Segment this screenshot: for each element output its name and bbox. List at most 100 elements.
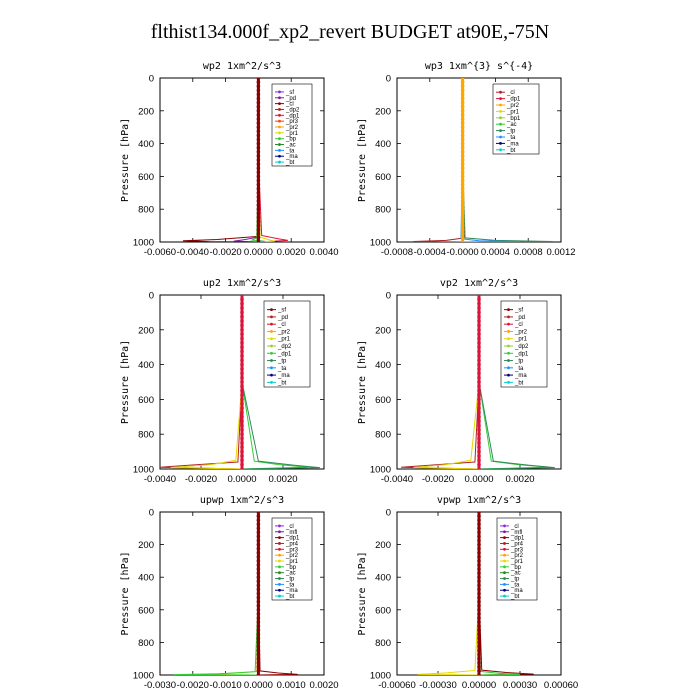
panel-title: vpwp 1xm^2/s^3	[437, 495, 521, 506]
legend-marker	[278, 154, 281, 158]
y-tick-label: 400	[138, 360, 154, 371]
profile-marker	[256, 526, 261, 531]
y-tick-label: 1000	[370, 465, 391, 476]
profile-marker	[460, 137, 465, 142]
x-tick-label: -0.0008	[381, 247, 413, 258]
legend-entry: _bp	[285, 137, 297, 143]
x-tick-label: 0.0000	[244, 247, 273, 258]
profile-marker	[240, 349, 244, 354]
profile-marker	[477, 555, 481, 559]
profile-marker	[256, 669, 261, 673]
x-tick-label: -0.0020	[209, 247, 241, 258]
legend-entry: _bt	[277, 380, 287, 386]
y-tick-label: 400	[138, 139, 154, 150]
profile-marker	[256, 100, 261, 105]
y-tick-label: 1000	[133, 671, 154, 682]
profile-marker	[460, 182, 465, 187]
profile-marker	[256, 88, 261, 93]
legend-marker	[270, 351, 273, 355]
legend-entry: _bt	[285, 594, 295, 600]
profile-marker	[256, 591, 261, 596]
profile-marker	[240, 384, 244, 389]
profile-marker	[477, 669, 481, 673]
profile-marker	[477, 608, 481, 612]
legend-marker	[270, 330, 273, 333]
profile-marker	[477, 371, 481, 376]
profile-marker	[477, 349, 481, 354]
profile-marker	[477, 534, 481, 539]
profile-marker	[477, 595, 481, 600]
panels-group: wp2 1xm^2/s^3 Pressure [hPa] 0 200 400 600 800…	[120, 61, 578, 691]
legend-marker	[278, 524, 281, 528]
profile-marker	[256, 84, 261, 88]
profile-marker	[460, 96, 465, 101]
y-axis-label: Pressure [hPa]	[120, 118, 131, 202]
legend-marker	[278, 119, 281, 123]
legend-entry: _pr3	[285, 547, 299, 553]
profile-marker	[460, 166, 465, 170]
profile-marker	[256, 92, 261, 97]
profile-marker	[256, 530, 261, 535]
legend-entry: _tp	[506, 129, 516, 135]
legend-marker	[278, 125, 281, 129]
series-group	[417, 512, 534, 675]
y-tick-label: 0	[386, 74, 391, 85]
y-tick-label: 600	[138, 172, 154, 183]
legend-marker	[503, 536, 506, 540]
profile-marker	[460, 78, 465, 80]
legend-marker	[507, 330, 510, 333]
legend-entry: _sf	[285, 90, 294, 96]
profile-marker	[477, 652, 481, 657]
profile-marker	[460, 211, 465, 216]
profile-marker	[240, 406, 244, 410]
profile-marker	[256, 567, 261, 571]
legend-entry: _bt	[510, 594, 520, 600]
y-tick-label: 1000	[370, 671, 391, 682]
legend-box	[263, 300, 311, 388]
profile-marker	[256, 660, 261, 665]
profile-marker	[256, 158, 261, 162]
profile-marker	[256, 644, 261, 649]
x-tick-label: -0.00030	[419, 680, 457, 691]
legend-marker	[499, 110, 502, 113]
legend-marker	[270, 359, 273, 362]
series-group	[182, 78, 289, 242]
legend-entry: _bt	[506, 148, 516, 154]
profile-marker	[256, 555, 261, 559]
profile-marker	[256, 518, 261, 522]
profile-marker	[477, 559, 481, 563]
profile-marker	[460, 150, 465, 154]
profile-marker	[240, 295, 244, 297]
legend-marker	[270, 308, 273, 312]
legend-entry: _ta	[277, 366, 287, 372]
profile-marker	[460, 145, 465, 150]
y-tick-label: 400	[375, 573, 391, 584]
y-tick-label: 0	[149, 508, 154, 519]
legend-marker	[278, 131, 281, 135]
legend-entry: _pr3	[285, 119, 299, 125]
profile-marker	[240, 423, 244, 428]
legend-entry: _ac	[285, 143, 296, 149]
profile-marker	[256, 583, 261, 588]
legend-marker	[499, 116, 502, 120]
profile-marker	[477, 546, 481, 551]
profile-marker	[256, 559, 261, 563]
profile-marker	[240, 319, 244, 323]
legend-box	[500, 300, 548, 388]
legend-marker	[499, 90, 502, 94]
profile-marker	[240, 310, 244, 315]
profile-marker	[477, 660, 481, 665]
profile-marker	[256, 223, 261, 228]
legend-marker	[503, 553, 506, 557]
legend-marker	[503, 542, 506, 545]
profile-marker	[477, 579, 481, 584]
legend-marker	[507, 308, 510, 312]
legend-entry: _dp2	[514, 344, 529, 350]
profile-marker	[477, 640, 481, 645]
profile-marker	[256, 628, 261, 632]
profile-marker	[256, 174, 261, 179]
legend-marker	[270, 366, 273, 370]
x-tick-label: 0.0040	[309, 247, 338, 258]
profile-marker	[477, 362, 481, 367]
profile-marker	[477, 295, 481, 297]
